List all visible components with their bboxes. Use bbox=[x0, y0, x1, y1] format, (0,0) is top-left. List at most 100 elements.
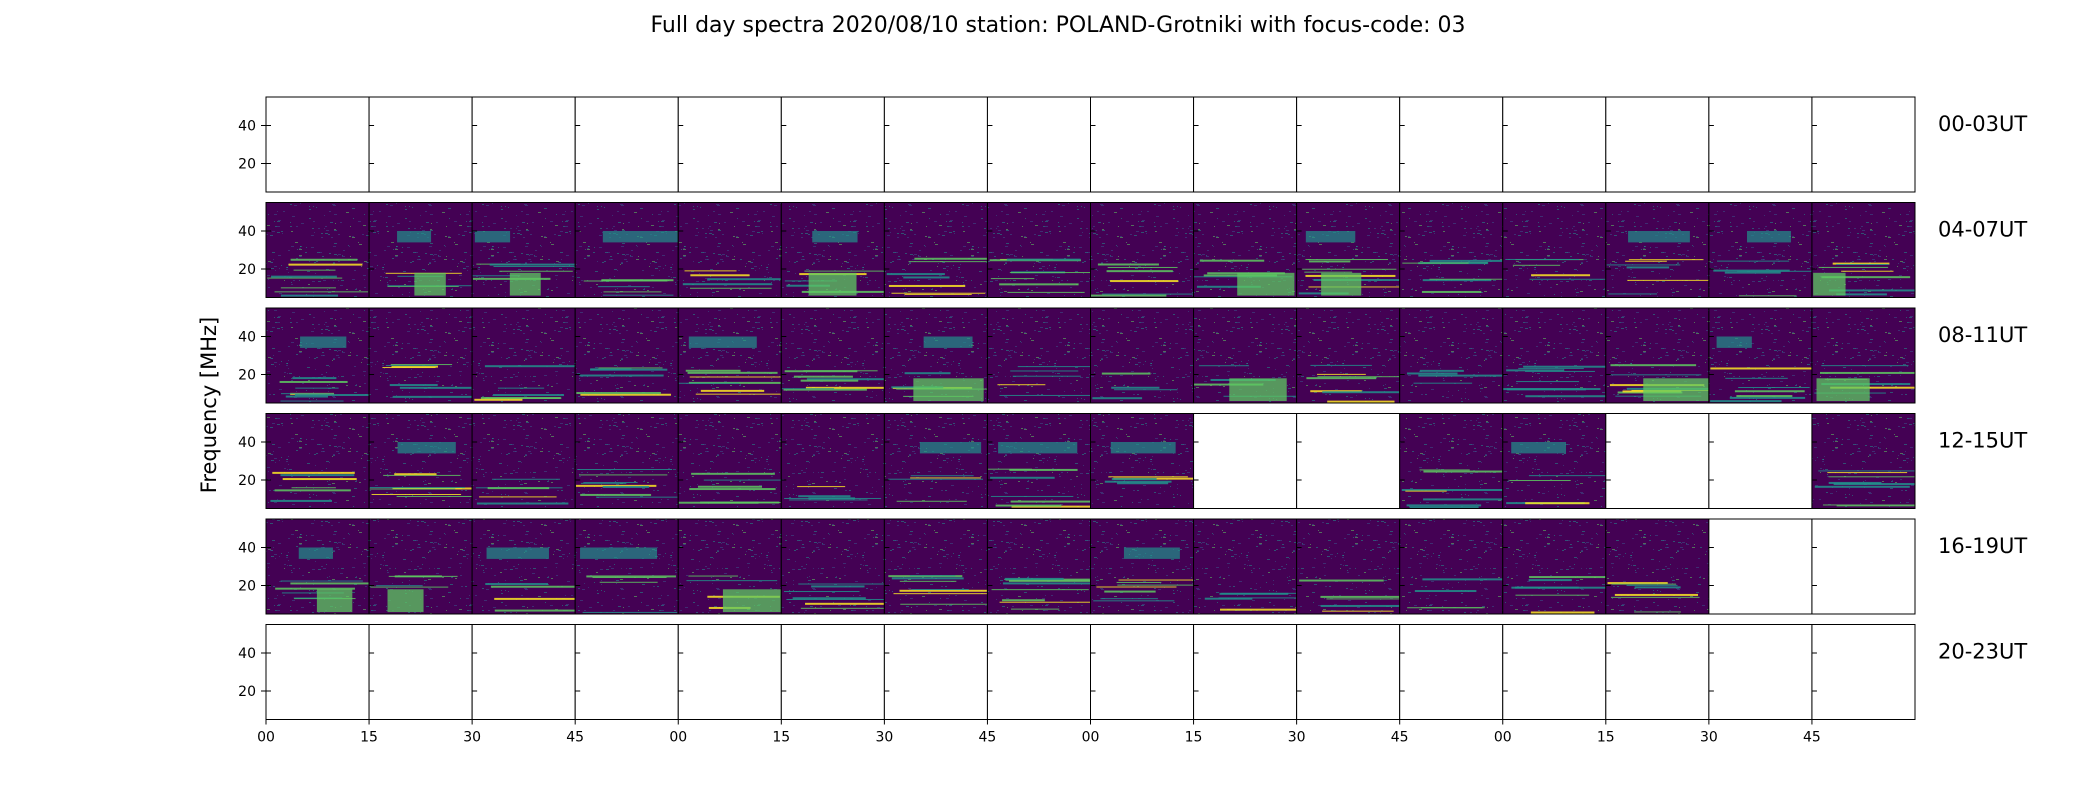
spectrum-segment bbox=[265, 307, 370, 404]
row-label: 00-03UT bbox=[1938, 112, 2027, 136]
spectrum-segment bbox=[780, 413, 885, 509]
spectrum-segment bbox=[1605, 307, 1710, 404]
empty-segment bbox=[1811, 518, 1916, 615]
empty-segment bbox=[1090, 624, 1195, 720]
spectrum-segment bbox=[574, 202, 679, 298]
empty-segment bbox=[368, 96, 473, 193]
empty-segment bbox=[1193, 413, 1298, 509]
spectrum-segment bbox=[986, 202, 1091, 298]
spectra-row: 20 40 12-15UT bbox=[238, 413, 2027, 509]
y-tick-label: 40 bbox=[238, 435, 256, 451]
empty-segment bbox=[1605, 96, 1710, 193]
plot-area: 20 40 00-03UT 20 40 04-07UT 20 40 08-11UT 20 40 12-… bbox=[238, 96, 2027, 746]
x-tick-label: 00 bbox=[257, 730, 275, 746]
spectrum-segment bbox=[574, 518, 679, 615]
spectrum-segment bbox=[471, 413, 576, 509]
spectrum-segment bbox=[1708, 202, 1813, 298]
empty-segment bbox=[1296, 413, 1401, 509]
row-label: 20-23UT bbox=[1938, 640, 2027, 664]
spectrum-segment bbox=[1811, 413, 1916, 509]
spectrum-segment bbox=[1399, 202, 1504, 298]
spectrum-segment bbox=[471, 202, 576, 298]
spectrum-segment bbox=[368, 307, 473, 404]
y-axis-label: Frequency [MHz] bbox=[197, 317, 221, 493]
empty-segment bbox=[1811, 624, 1916, 720]
spectrum-segment bbox=[780, 202, 885, 298]
spectrum-segment bbox=[1193, 202, 1298, 298]
y-tick-label: 20 bbox=[238, 473, 256, 489]
empty-segment bbox=[1605, 624, 1710, 720]
spectrum-segment bbox=[265, 518, 370, 615]
x-tick-label: 30 bbox=[463, 730, 481, 746]
empty-segment bbox=[986, 624, 1091, 720]
empty-segment bbox=[1502, 96, 1607, 193]
empty-segment bbox=[1296, 96, 1401, 193]
spectrum-segment bbox=[986, 413, 1091, 509]
spectra-row: 20 40 16-19UT bbox=[238, 518, 2027, 615]
x-tick-label: 45 bbox=[1391, 730, 1409, 746]
spectrum-segment bbox=[1399, 307, 1504, 404]
spectrum-segment bbox=[677, 518, 782, 615]
empty-segment bbox=[265, 624, 370, 720]
spectrum-segment bbox=[368, 202, 473, 298]
x-tick-label: 30 bbox=[1700, 730, 1718, 746]
spectrum-segment bbox=[883, 202, 988, 298]
spectrum-segment bbox=[1296, 307, 1401, 404]
row-label: 16-19UT bbox=[1938, 534, 2027, 558]
spectra-row: 20 40 00-03UT bbox=[238, 96, 2027, 193]
spectrum-segment bbox=[677, 413, 782, 509]
spectrum-segment bbox=[883, 307, 988, 404]
empty-segment bbox=[1708, 413, 1813, 509]
x-tick-label: 45 bbox=[979, 730, 997, 746]
spectrum-segment bbox=[1708, 307, 1813, 404]
spectrum-segment bbox=[574, 413, 679, 509]
empty-segment bbox=[1296, 624, 1401, 720]
empty-segment bbox=[265, 96, 370, 193]
empty-segment bbox=[780, 624, 885, 720]
spectrum-segment bbox=[780, 518, 885, 615]
x-tick-label: 30 bbox=[875, 730, 893, 746]
empty-segment bbox=[1399, 624, 1504, 720]
spectrum-segment bbox=[265, 202, 370, 298]
empty-segment bbox=[677, 624, 782, 720]
empty-segment bbox=[574, 624, 679, 720]
spectrum-segment bbox=[368, 413, 473, 509]
x-tick-label: 15 bbox=[772, 730, 790, 746]
empty-segment bbox=[1708, 518, 1813, 615]
row-label: 08-11UT bbox=[1938, 323, 2027, 347]
x-tick-label: 00 bbox=[1082, 730, 1100, 746]
y-tick-label: 40 bbox=[238, 541, 256, 557]
empty-segment bbox=[471, 96, 576, 193]
x-tick-label: 15 bbox=[1597, 730, 1615, 746]
spectrum-segment bbox=[1605, 518, 1710, 615]
spectrum-segment bbox=[1502, 202, 1607, 298]
spectrum-segment bbox=[471, 518, 576, 615]
empty-segment bbox=[1811, 96, 1916, 193]
empty-segment bbox=[1193, 624, 1298, 720]
chart-title: Full day spectra 2020/08/10 station: POL… bbox=[650, 13, 1465, 38]
empty-segment bbox=[1708, 624, 1813, 720]
spectrum-segment bbox=[368, 518, 473, 615]
spectrum-segment bbox=[1090, 413, 1195, 509]
spectrum-segment bbox=[986, 307, 1091, 404]
empty-segment bbox=[1193, 96, 1298, 193]
x-tick-label: 00 bbox=[1494, 730, 1512, 746]
x-tick-label: 45 bbox=[566, 730, 584, 746]
y-tick-label: 40 bbox=[238, 646, 256, 662]
spectra-row: 20 40 04-07UT bbox=[238, 202, 2027, 298]
spectrum-segment bbox=[1090, 518, 1195, 615]
spectrum-segment bbox=[1605, 202, 1710, 298]
spectrum-segment bbox=[1502, 518, 1607, 615]
spectrum-segment bbox=[1502, 413, 1607, 509]
row-label: 12-15UT bbox=[1938, 429, 2027, 453]
empty-segment bbox=[368, 624, 473, 720]
empty-segment bbox=[471, 624, 576, 720]
x-tick-label: 00 bbox=[669, 730, 687, 746]
x-tick-label: 45 bbox=[1803, 730, 1821, 746]
y-tick-label: 20 bbox=[238, 684, 256, 700]
spectrum-segment bbox=[265, 413, 370, 509]
spectrum-segment bbox=[677, 202, 782, 298]
empty-segment bbox=[883, 624, 988, 720]
empty-segment bbox=[1502, 624, 1607, 720]
